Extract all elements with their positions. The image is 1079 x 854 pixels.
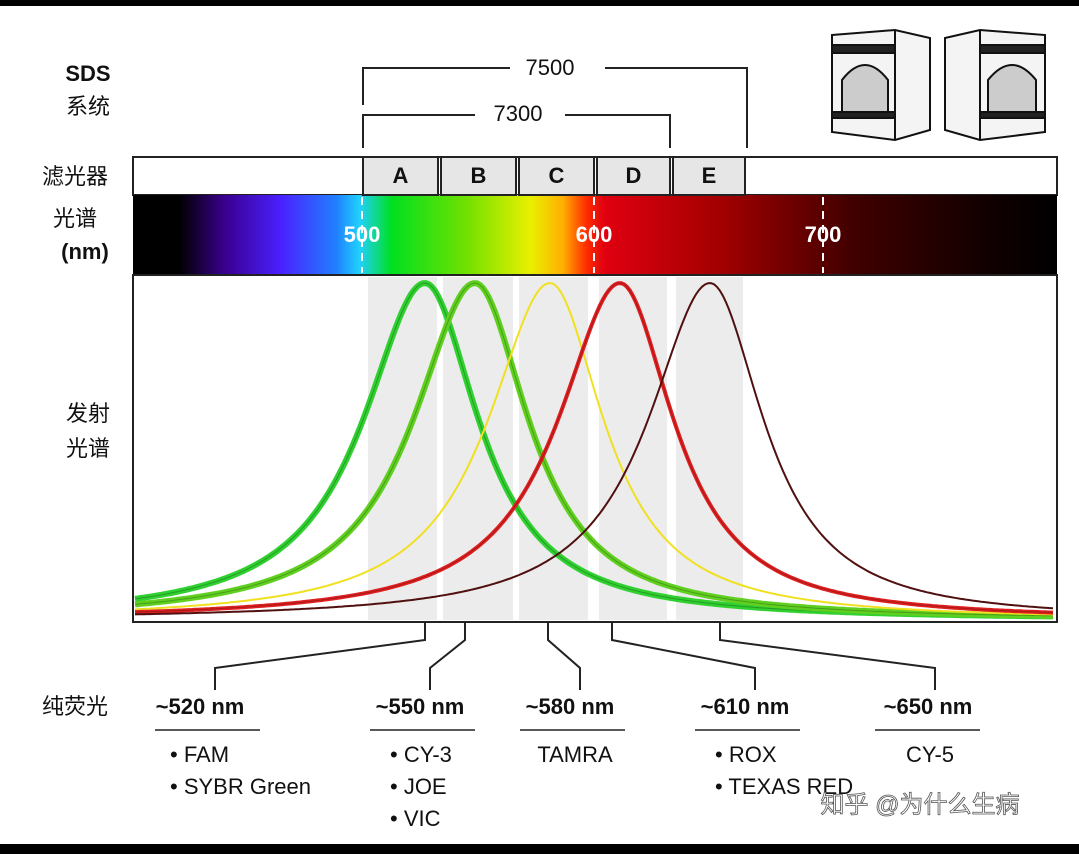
emission-curve-edge xyxy=(134,282,1054,617)
emission-curve-edge xyxy=(134,282,1054,614)
wavelength: ~580 nm xyxy=(526,694,615,719)
emission-curve xyxy=(134,282,1054,616)
dye-name: • CY-3 xyxy=(390,742,452,767)
filter-label: E xyxy=(702,163,717,188)
row-label: 发射 xyxy=(66,401,110,426)
emission-curve xyxy=(134,280,1054,619)
bracket xyxy=(362,67,510,105)
connector xyxy=(429,622,466,690)
dye-name: • ROX xyxy=(715,742,777,767)
bracket xyxy=(565,114,671,148)
connector xyxy=(547,622,581,690)
row-label: (nm) xyxy=(61,239,109,264)
row-label: 光谱 xyxy=(53,206,97,231)
filter-band xyxy=(599,277,667,620)
instrument-label: 7500 xyxy=(526,55,575,80)
watermark: 知乎 @为什么生病 xyxy=(820,791,1019,818)
filter-band xyxy=(676,277,743,620)
tick-label: 500 xyxy=(344,222,381,247)
label: 系统 xyxy=(66,94,110,119)
tick-label: 600 xyxy=(576,222,613,247)
emission-curve xyxy=(134,282,1054,616)
dye-name: • SYBR Green xyxy=(170,774,311,799)
filter-box xyxy=(518,156,595,196)
row-label: 滤光器 xyxy=(42,164,108,189)
instrument-label: 7300 xyxy=(494,101,543,126)
dye-name: • VIC xyxy=(390,806,441,831)
dye-name: • JOE xyxy=(390,774,447,799)
bracket xyxy=(605,67,748,148)
wavelength: ~520 nm xyxy=(156,694,245,719)
emission-plot xyxy=(132,274,1058,623)
filter-label: C xyxy=(549,163,565,188)
filter-label: D xyxy=(626,163,642,188)
dye-name: • FAM xyxy=(170,742,229,767)
row-label: 光谱 xyxy=(66,436,110,461)
filter-box xyxy=(672,156,746,196)
connector xyxy=(719,622,936,690)
filter-box xyxy=(362,156,439,196)
dye-name: TAMRA xyxy=(537,742,613,767)
bracket xyxy=(362,114,475,148)
diagram: SDS 系统 7500 7300 滤光器 光谱 (nm) 发射 光谱 纯荧光 A… xyxy=(42,28,1058,831)
connector xyxy=(214,622,426,690)
instrument-icon xyxy=(831,28,1046,142)
filter-box xyxy=(596,156,671,196)
row-label: 纯荧光 xyxy=(42,694,108,719)
wavelength: ~610 nm xyxy=(701,694,790,719)
filter-box xyxy=(440,156,517,196)
dye-name: CY-5 xyxy=(906,742,954,767)
wavelength: ~550 nm xyxy=(376,694,465,719)
spectrum-bar xyxy=(133,195,1057,275)
connector xyxy=(611,622,756,690)
filter-label: B xyxy=(471,163,487,188)
filter-label: A xyxy=(393,163,409,188)
dye-name: • TEXAS RED xyxy=(715,774,853,799)
label: SDS xyxy=(65,61,110,86)
tick-label: 700 xyxy=(805,222,842,247)
emission-curve xyxy=(134,281,1054,615)
wavelength: ~650 nm xyxy=(884,694,973,719)
